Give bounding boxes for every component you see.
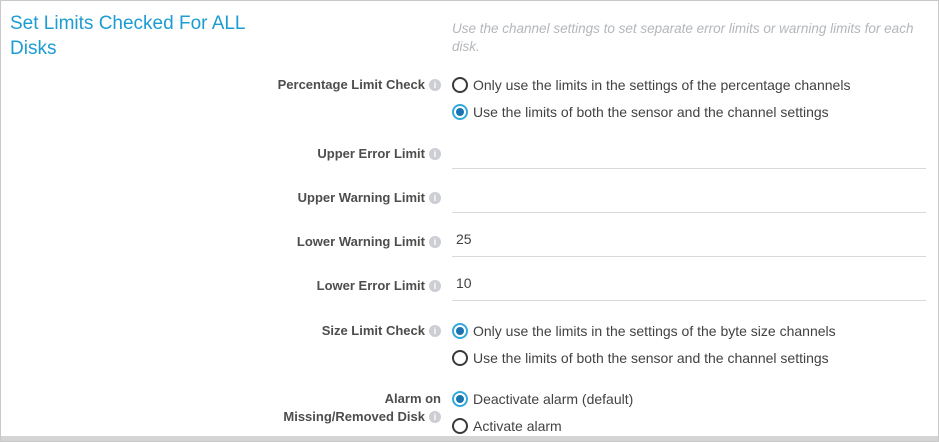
field-row-alarm-on-missing-removed-disk: Alarm on Missing/Removed Disk i Deactivat… [1, 385, 926, 439]
info-icon[interactable]: i [429, 236, 441, 248]
field-row-percentage-limit-check: Percentage Limit Check i Only use the lim… [1, 71, 926, 125]
upper-error-limit-input[interactable] [452, 143, 926, 169]
radio-option-size-sensor-and-channel[interactable]: Use the limits of both the sensor and th… [452, 344, 926, 371]
field-row-lower-warning-limit: Lower Warning Limit i [1, 231, 926, 257]
field-row-upper-error-limit: Upper Error Limit i [1, 143, 926, 169]
lower-warning-limit-input[interactable] [452, 231, 926, 257]
radio-option-activate-alarm[interactable]: Activate alarm [452, 412, 926, 439]
field-label: Lower Warning Limit [296, 234, 425, 249]
field-label: Alarm on Missing/Removed Disk [283, 391, 441, 424]
radio-option-size-channel-only[interactable]: Only use the limits in the settings of t… [452, 317, 926, 344]
radio-option-label: Use the limits of both the sensor and th… [473, 349, 829, 366]
field-row-lower-error-limit: Lower Error Limit i [1, 275, 926, 301]
radio-option-label: Activate alarm [473, 417, 562, 434]
radio-option-deactivate-alarm[interactable]: Deactivate alarm (default) [452, 385, 926, 412]
section-header: Set Limits Checked For ALL Disks Use the… [1, 11, 926, 61]
upper-warning-limit-input[interactable] [452, 187, 926, 213]
radio-icon[interactable] [452, 417, 468, 434]
radio-option-label: Only use the limits in the settings of t… [473, 76, 851, 93]
info-icon[interactable]: i [429, 192, 441, 204]
field-label: Lower Error Limit [316, 278, 425, 293]
info-icon[interactable]: i [429, 325, 441, 337]
radio-option-percentage-channel-only[interactable]: Only use the limits in the settings of t… [452, 71, 926, 98]
radio-option-label: Only use the limits in the settings of t… [473, 322, 836, 339]
radio-option-label: Deactivate alarm (default) [473, 390, 634, 407]
info-icon[interactable]: i [429, 280, 441, 292]
radio-option-percentage-sensor-and-channel[interactable]: Use the limits of both the sensor and th… [452, 98, 926, 125]
section-hint: Use the channel settings to set separate… [452, 21, 914, 54]
field-row-size-limit-check: Size Limit Check i Only use the limits in… [1, 317, 926, 371]
field-label: Percentage Limit Check [277, 77, 425, 92]
panel-bottom-edge [1, 436, 938, 441]
radio-icon[interactable] [452, 76, 468, 93]
field-label: Size Limit Check [321, 323, 425, 338]
field-label: Upper Error Limit [317, 146, 425, 161]
radio-icon[interactable] [452, 322, 468, 339]
field-label: Upper Warning Limit [297, 190, 425, 205]
radio-icon[interactable] [452, 390, 468, 407]
field-row-upper-warning-limit: Upper Warning Limit i [1, 187, 926, 213]
radio-icon[interactable] [452, 349, 468, 366]
radio-option-label: Use the limits of both the sensor and th… [473, 103, 829, 120]
section-title: Set Limits Checked For ALL Disks [10, 13, 245, 59]
info-icon[interactable]: i [429, 148, 441, 160]
radio-icon[interactable] [452, 103, 468, 120]
info-icon[interactable]: i [429, 79, 441, 91]
info-icon[interactable]: i [429, 411, 441, 423]
lower-error-limit-input[interactable] [452, 275, 926, 301]
